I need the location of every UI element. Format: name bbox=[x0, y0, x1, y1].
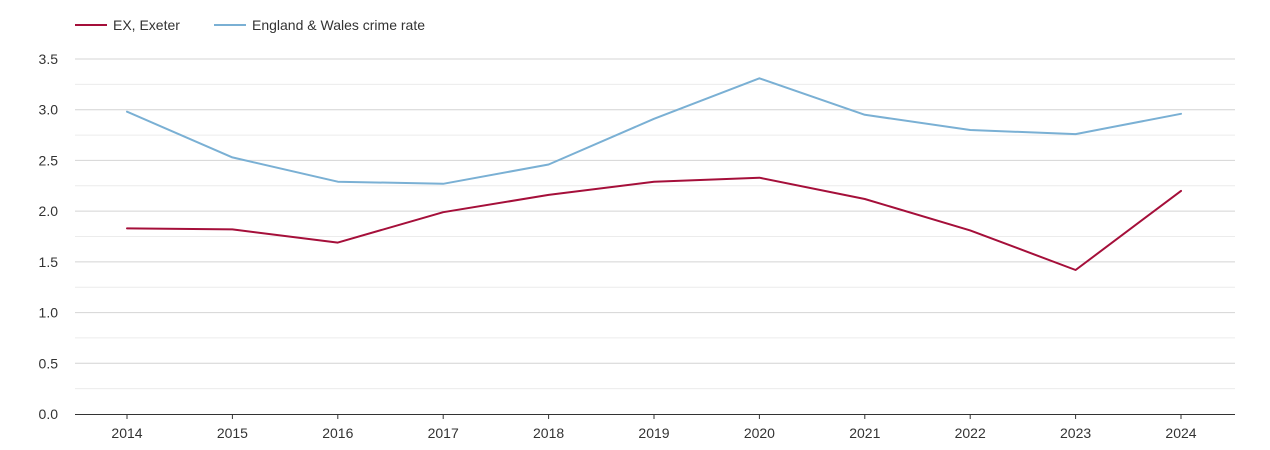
series-group bbox=[126, 77, 1182, 271]
legend-label: England & Wales crime rate bbox=[252, 17, 425, 33]
y-tick-label: 1.0 bbox=[39, 305, 59, 321]
x-tick-label: 2016 bbox=[322, 425, 353, 441]
x-tick-label: 2022 bbox=[955, 425, 986, 441]
y-tick-label: 0.0 bbox=[39, 406, 59, 422]
y-tick-label: 1.5 bbox=[39, 254, 59, 270]
x-tick-label: 2015 bbox=[217, 425, 248, 441]
grid-lines bbox=[75, 58, 1235, 390]
series-line-england-wales-crime-rate bbox=[126, 77, 1182, 185]
x-tick-label: 2019 bbox=[638, 425, 669, 441]
x-axis: 2014 2015 2016 2017 2018 2019 2020 2021 2022 2023… bbox=[75, 414, 1235, 441]
legend: EX, Exeter England & Wales crime rate bbox=[75, 17, 425, 33]
y-tick-label: 2.5 bbox=[39, 152, 59, 168]
x-tick-label: 2021 bbox=[849, 425, 880, 441]
y-tick-label: 3.5 bbox=[39, 51, 59, 67]
x-tick-label: 2020 bbox=[744, 425, 775, 441]
y-tick-label: 3.0 bbox=[39, 102, 59, 118]
y-axis: 0.0 0.5 1.0 1.5 2.0 2.5 3.0 3.5 bbox=[39, 51, 59, 422]
x-tick-label: 2018 bbox=[533, 425, 564, 441]
x-tick-label: 2023 bbox=[1060, 425, 1091, 441]
y-tick-label: 2.0 bbox=[39, 203, 59, 219]
legend-label: EX, Exeter bbox=[113, 17, 180, 33]
x-tick-label: 2024 bbox=[1165, 425, 1196, 441]
series-line-ex-exeter bbox=[126, 176, 1182, 271]
y-tick-label: 0.5 bbox=[39, 355, 59, 371]
x-tick-label: 2017 bbox=[428, 425, 459, 441]
x-tick-label: 2014 bbox=[111, 425, 142, 441]
